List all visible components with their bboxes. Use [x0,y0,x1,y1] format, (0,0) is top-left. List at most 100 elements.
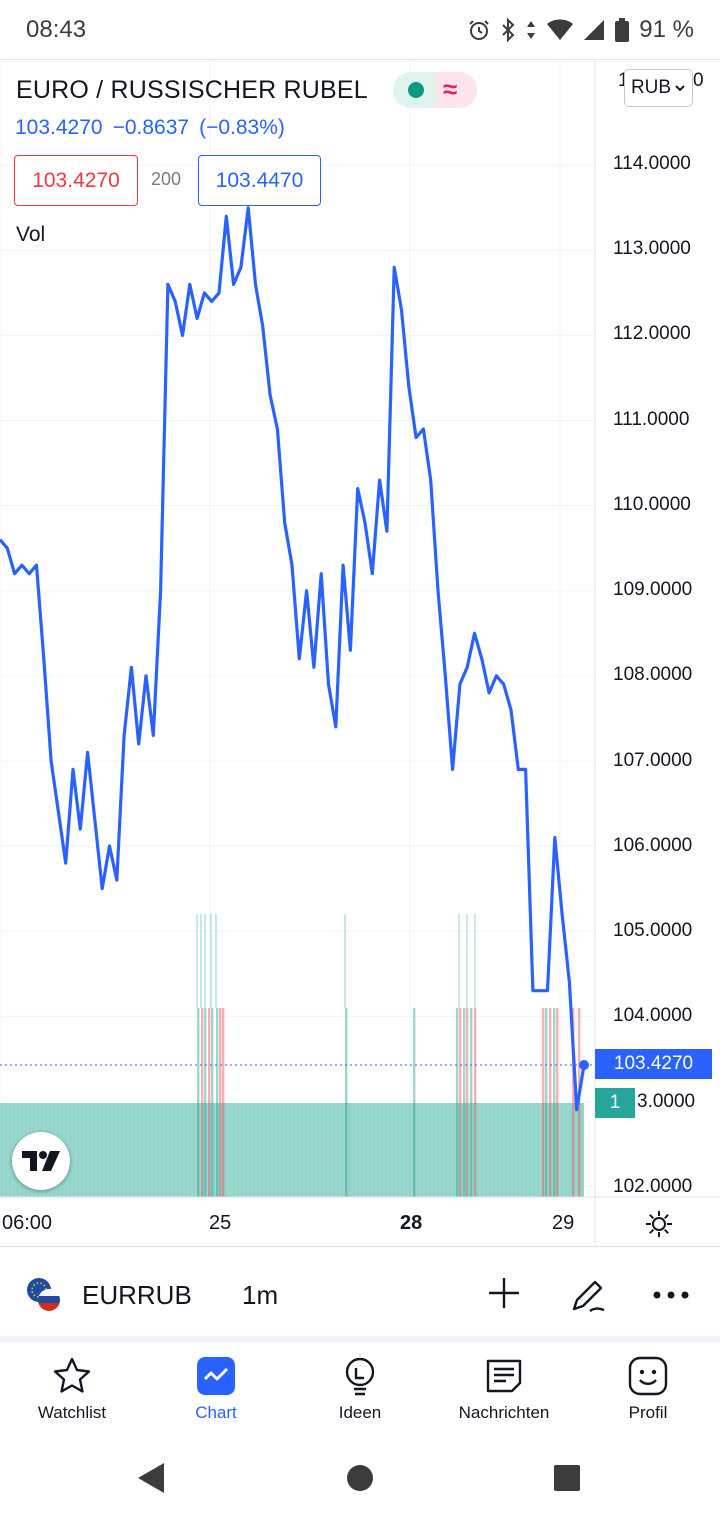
volume-bar [197,1008,200,1197]
lightbulb-icon [345,1357,375,1396]
market-open-dot [408,82,424,98]
chart-icon [197,1357,235,1395]
volume-bar [474,1008,477,1197]
symbol-toolbar: EURRUB 1m [0,1246,720,1342]
volume-bar [470,1008,473,1197]
battery-level: 91 % [639,15,694,43]
volume-bar [545,1008,548,1197]
volume-bar [201,1008,204,1197]
bottom-navigation: Watchlist Chart Ideen Nachrichten Profil [0,1346,720,1440]
price-axis-partial-label-end: 0 [693,70,704,91]
price-axis-label: 104.0000 [613,1005,693,1026]
wifi-icon [547,19,574,40]
delayed-data-icon: ≈ [443,74,458,104]
volume-bar [0,1103,584,1197]
volume-value-tag: 1 [595,1088,635,1118]
bluetooth-icon [502,17,515,42]
volume-bar [556,1008,559,1197]
last-price-tag: 103.4270 [595,1049,712,1079]
price-summary: 103.4270 −0.8637 (−0.83%) [15,116,295,140]
price-axis-label: 102.0000 [613,1176,693,1197]
alarm-icon [469,19,490,40]
time-axis-label: 25 [209,1212,232,1234]
volume-bar [345,1008,348,1197]
price-axis-label: 114.0000 [613,153,691,174]
market-status-pill[interactable]: ≈ [393,72,477,108]
recents-icon[interactable] [554,1465,580,1491]
price-change: −0.8637 [112,116,190,139]
price-axis-label: 109.0000 [613,579,693,600]
nav-chart-label: Chart [195,1403,237,1422]
volume-bar [211,1008,214,1197]
status-bar: 08:43 91 % [0,0,720,60]
nav-chart[interactable]: Chart [144,1346,288,1440]
nav-profile[interactable]: Profil [576,1346,720,1440]
interval-selector[interactable]: 1m [242,1280,279,1310]
nav-ideas-label: Ideen [338,1403,382,1422]
smiley-face-icon [628,1356,668,1396]
drawing-pen-icon[interactable] [568,1275,608,1315]
volume-bars [0,914,584,1197]
volume-bar [204,1008,207,1197]
tradingview-logo-icon [22,1151,60,1171]
nav-profile-label: Profil [628,1403,668,1422]
news-icon [486,1359,522,1393]
price-axis-label: 3.0000 [637,1091,696,1112]
volume-bar [459,1008,462,1197]
currency-label: RUB [630,77,672,98]
price-change-percent: (−0.83%) [199,116,285,139]
time-axis-label: 29 [552,1212,575,1234]
more-options-icon[interactable] [653,1291,689,1299]
nav-watchlist[interactable]: Watchlist [0,1346,144,1440]
volume-bar [542,1008,545,1197]
price-series-line [0,206,586,1112]
volume-bar [208,1008,211,1197]
nav-news[interactable]: Nachrichten [432,1346,576,1440]
tradingview-logo[interactable] [12,1132,70,1190]
volume-bar [463,1008,466,1197]
last-price: 103.4270 [15,116,103,139]
volume-bar [413,1008,416,1197]
price-axis-label: 112.0000 [613,323,691,344]
buy-button[interactable]: 103.4470 [198,155,321,206]
data-arrows-icon [527,20,536,39]
symbol-title[interactable]: EURO / RUSSISCHER RUBEL [16,76,368,104]
battery-icon [615,17,630,42]
currency-selector[interactable]: RUB [624,69,693,107]
nav-ideas[interactable]: Ideen [288,1346,432,1440]
volume-bar [216,1008,219,1197]
volume-bar [466,1008,469,1197]
volume-bar [456,1008,459,1197]
last-price-dot [579,1060,589,1070]
home-icon[interactable] [347,1465,373,1491]
price-axis-label: 108.0000 [613,664,693,685]
volume-bar [553,1008,556,1197]
plus-icon[interactable] [486,1275,522,1311]
spread-value: 200 [151,169,182,189]
chart-area[interactable]: EURO / RUSSISCHER RUBEL ≈ 103.4270 −0.863… [0,60,720,1246]
price-chart[interactable] [0,60,720,1246]
sell-button[interactable]: 103.4270 [14,155,138,206]
price-axis-label: 106.0000 [613,835,693,856]
time-axis-label: 06:00 [2,1212,53,1234]
price-axis-label: 111.0000 [613,409,690,430]
eur-rub-flag-icon [27,1278,60,1311]
symbol-ticker[interactable]: EURRUB [82,1280,192,1310]
status-time: 08:43 [26,15,87,43]
price-axis-label: 110.0000 [613,494,691,515]
volume-indicator-label[interactable]: Vol [16,223,46,246]
star-icon [53,1357,91,1393]
back-icon[interactable] [138,1463,164,1493]
price-axis-label: 107.0000 [613,750,693,771]
volume-bar [572,1008,575,1197]
price-axis-partial-label: 1 [618,70,629,92]
brightness-icon[interactable] [645,1210,673,1238]
nav-news-label: Nachrichten [458,1403,550,1422]
system-navigation-bar [138,1463,580,1493]
signal-icon [584,19,605,40]
volume-bar [222,1008,225,1197]
time-axis-label: 28 [400,1212,423,1234]
chevron-down-icon [675,85,685,92]
price-axis-label: 113.0000 [613,238,691,259]
volume-bar [219,1008,222,1197]
